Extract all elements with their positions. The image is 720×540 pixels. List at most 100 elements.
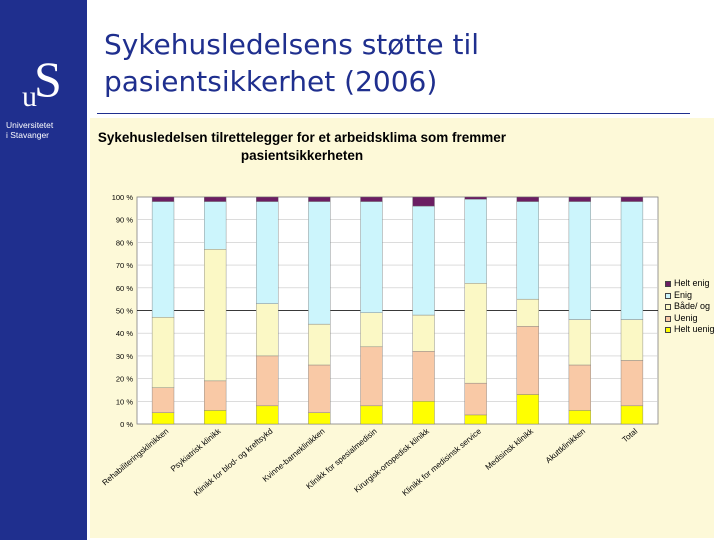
bar-segment <box>412 314 435 352</box>
bar-segment <box>412 401 435 425</box>
legend-label: Helt enig <box>674 278 710 288</box>
bar-segment <box>464 199 487 284</box>
bar-segment <box>464 382 487 416</box>
logo-u-glyph: u <box>22 80 37 113</box>
bar-segment <box>464 196 487 200</box>
legend-label: Helt uenig <box>674 324 715 334</box>
bar-segment <box>256 196 279 202</box>
y-tick-label: 60 % <box>116 284 133 293</box>
chart-legend: Helt enig Enig Både/ og Uenig Helt uenig <box>665 278 715 336</box>
bar-segment <box>568 201 591 320</box>
bar-segment <box>620 196 644 202</box>
bar-segment <box>412 196 435 207</box>
legend-swatch <box>665 327 671 333</box>
university-name-line2: i Stavanger <box>6 130 49 140</box>
bar-segment <box>516 196 539 202</box>
y-axis-ticks: 0 % 10 % 20 % 30 % 40 % 50 % 60 % 70 % 80 % 90 % 1… <box>112 193 134 429</box>
bar-segment <box>256 303 279 357</box>
legend-item: Helt uenig <box>665 324 715 336</box>
bar-segment <box>516 298 539 327</box>
chart-title-line2: pasientsikkerheten <box>240 148 364 163</box>
y-tick-label: 50 % <box>116 307 133 316</box>
legend-item: Enig <box>665 290 715 302</box>
bar-segment <box>308 196 331 202</box>
legend-label: Både/ og <box>674 301 711 311</box>
x-tick-label: Akuttklinikken <box>544 427 587 465</box>
legend-swatch <box>665 292 671 299</box>
logo-s-glyph: S <box>34 51 62 107</box>
bar-segment <box>360 312 383 348</box>
bar-segment <box>412 205 435 316</box>
y-tick-label: 80 % <box>116 238 133 247</box>
bar-segment <box>464 414 487 425</box>
y-tick-label: 70 % <box>116 261 133 270</box>
x-tick-label: Rehabiliteringsklinikken <box>101 427 171 488</box>
bar-segment <box>204 201 227 250</box>
legend-item: Helt enig <box>665 278 715 290</box>
bar-segment <box>464 283 487 384</box>
x-tick-label: Psykiatrisk klinikk <box>169 426 223 474</box>
bar-segment <box>568 410 591 425</box>
bar-segment <box>308 201 331 325</box>
bar-segment <box>204 380 227 411</box>
sidebar: S u Universitetet i Stavanger <box>0 0 87 540</box>
bar-segment <box>308 323 331 366</box>
bar-segment <box>360 405 383 425</box>
legend-item: Både/ og <box>665 301 715 313</box>
bar-segment <box>256 405 279 425</box>
slide-title: Sykehusledelsens støtte til pasientsikke… <box>104 26 479 100</box>
bar-segment <box>256 201 279 304</box>
bar-segment <box>151 412 175 425</box>
bar-segment <box>568 196 591 202</box>
slide-title-line1: Sykehusledelsens støtte til <box>104 28 480 61</box>
bar-segment <box>516 326 539 395</box>
legend-label: Enig <box>674 289 693 300</box>
y-tick-label: 20 % <box>116 375 133 384</box>
y-tick-label: 100 % <box>112 193 134 202</box>
bar-segment <box>151 196 175 202</box>
chart-title: Sykehusledelsen tilrettelegger for et ar… <box>90 129 514 165</box>
y-tick-label: 90 % <box>116 216 133 225</box>
bar-segment <box>568 319 591 366</box>
bar-segment <box>256 355 279 407</box>
legend-swatch <box>665 281 671 287</box>
bar-segment <box>308 412 331 425</box>
y-tick-label: 0 % <box>120 420 133 429</box>
bar-segment <box>620 201 644 320</box>
chart-title-line1: Sykehusledelsen tilrettelegger for et ar… <box>97 130 507 145</box>
title-divider <box>97 113 690 114</box>
bar-segment <box>412 351 435 402</box>
legend-swatch <box>665 304 671 310</box>
legend-item: Uenig <box>665 313 715 325</box>
bar-segment <box>360 196 383 202</box>
bar-segment <box>360 346 383 407</box>
x-tick-label: Medisinsk klinikk <box>484 426 536 472</box>
university-logo: S u <box>22 54 62 118</box>
legend-swatch <box>665 315 671 322</box>
bar-segment <box>151 387 175 413</box>
slide-title-line2: pasientsikkerhet (2006) <box>104 65 438 98</box>
bar-segment <box>620 319 644 361</box>
bar-segment <box>204 249 227 382</box>
bar-segment <box>568 364 591 411</box>
bar-segment <box>151 201 175 318</box>
bar-segment <box>204 410 227 425</box>
university-name-line1: Universitetet <box>6 120 54 130</box>
university-name: Universitetet i Stavanger <box>6 120 84 140</box>
bar-segment <box>151 317 175 388</box>
bar-segment <box>516 394 539 425</box>
bar-segment <box>308 364 331 413</box>
bar-segment <box>204 196 227 202</box>
y-tick-label: 40 % <box>116 329 133 338</box>
bar-segment <box>620 360 644 407</box>
bar-segment <box>360 201 383 313</box>
y-tick-label: 30 % <box>116 352 133 361</box>
bar-segment <box>620 405 644 425</box>
legend-label: Uenig <box>674 312 698 323</box>
bars <box>151 196 644 425</box>
y-tick-label: 10 % <box>116 397 133 406</box>
bar-segment <box>516 201 539 300</box>
x-tick-label: Total <box>620 426 639 444</box>
